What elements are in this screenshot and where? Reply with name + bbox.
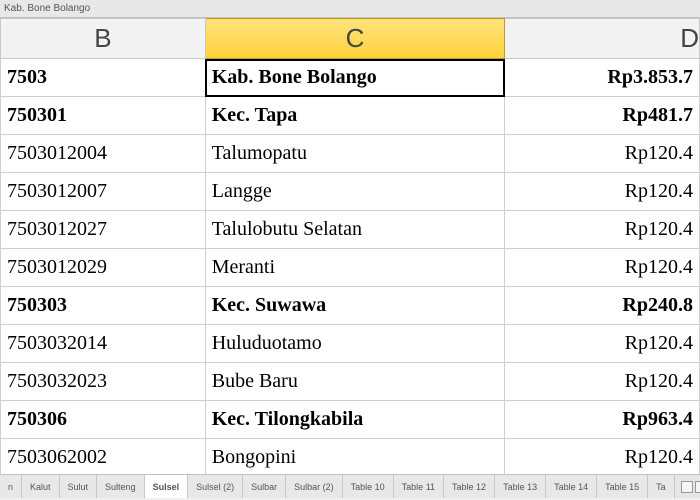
table-row: 7503032023Bube BaruRp120.4 <box>1 363 700 401</box>
cell[interactable]: Kec. Tapa <box>205 97 505 135</box>
cell[interactable]: 7503012004 <box>1 135 206 173</box>
sheet-tab[interactable]: Table 12 <box>444 475 495 498</box>
sheet-tab[interactable]: Kalut <box>22 475 60 498</box>
sheet-tabs-bar: nKalutSulutSultengSulselSulsel (2)Sulbar… <box>0 474 700 498</box>
formula-bar: Kab. Bone Bolango <box>0 0 700 18</box>
sheet-tab[interactable]: Sulbar (2) <box>286 475 343 498</box>
cell[interactable]: 7503032014 <box>1 325 206 363</box>
cell[interactable]: Meranti <box>205 249 505 287</box>
cell[interactable]: Rp481.7 <box>505 97 700 135</box>
cell[interactable]: Rp120.4 <box>505 211 700 249</box>
cell[interactable]: Bongopini <box>205 439 505 475</box>
sheet-tab[interactable]: n <box>0 475 22 498</box>
table-row: 7503012007LanggeRp120.4 <box>1 173 700 211</box>
sheet-tab[interactable]: Sulsel (2) <box>188 475 243 498</box>
cell[interactable]: 7503032023 <box>1 363 206 401</box>
cell[interactable]: Rp120.4 <box>505 363 700 401</box>
table-row: 750301Kec. TapaRp481.7 <box>1 97 700 135</box>
cell[interactable]: Rp120.4 <box>505 325 700 363</box>
data-table: BCD 7503Kab. Bone BolangoRp3.853.7750301… <box>0 18 700 474</box>
column-header-row: BCD <box>1 19 700 59</box>
table-body: 7503Kab. Bone BolangoRp3.853.7750301Kec.… <box>1 59 700 475</box>
cell[interactable]: Kab. Bone Bolango <box>205 59 505 97</box>
cell[interactable]: 7503062002 <box>1 439 206 475</box>
sheet-tab[interactable]: Sulbar <box>243 475 286 498</box>
cell[interactable]: Kec. Suwawa <box>205 287 505 325</box>
table-row: 7503012004TalumopatuRp120.4 <box>1 135 700 173</box>
cell[interactable]: Rp120.4 <box>505 135 700 173</box>
spreadsheet-area: BCD 7503Kab. Bone BolangoRp3.853.7750301… <box>0 18 700 474</box>
column-header-d[interactable]: D <box>505 19 700 59</box>
cell[interactable]: Rp3.853.7 <box>505 59 700 97</box>
cell[interactable]: Rp120.4 <box>505 439 700 475</box>
view-page-icon[interactable] <box>695 481 700 493</box>
cell[interactable]: Rp963.4 <box>505 401 700 439</box>
sheet-tab[interactable]: Table 11 <box>394 475 444 498</box>
cell[interactable]: Kec. Tilongkabila <box>205 401 505 439</box>
sheet-tab[interactable]: Sulsel <box>145 475 189 498</box>
cell[interactable]: 750306 <box>1 401 206 439</box>
table-row: 7503032014HuluduotamoRp120.4 <box>1 325 700 363</box>
sheet-tab[interactable]: Sulteng <box>97 475 145 498</box>
table-row: 7503012027Talulobutu SelatanRp120.4 <box>1 211 700 249</box>
sheet-tab[interactable]: Table 13 <box>495 475 546 498</box>
table-row: 750303Kec. SuwawaRp240.8 <box>1 287 700 325</box>
cell[interactable]: 750301 <box>1 97 206 135</box>
cell[interactable]: 7503012007 <box>1 173 206 211</box>
view-controls <box>675 475 700 498</box>
cell[interactable]: Rp120.4 <box>505 173 700 211</box>
column-header-b[interactable]: B <box>1 19 206 59</box>
table-row: 7503Kab. Bone BolangoRp3.853.7 <box>1 59 700 97</box>
view-normal-icon[interactable] <box>681 481 693 493</box>
sheet-tab[interactable]: Ta <box>648 475 675 498</box>
sheet-tab[interactable]: Table 10 <box>343 475 394 498</box>
cell[interactable]: Huluduotamo <box>205 325 505 363</box>
cell[interactable]: 7503012029 <box>1 249 206 287</box>
cell[interactable]: 7503 <box>1 59 206 97</box>
table-row: 7503062002BongopiniRp120.4 <box>1 439 700 475</box>
sheet-tab[interactable]: Table 14 <box>546 475 597 498</box>
cell[interactable]: Talulobutu Selatan <box>205 211 505 249</box>
column-header-c[interactable]: C <box>205 19 505 59</box>
sheet-tab[interactable]: Table 15 <box>597 475 648 498</box>
cell[interactable]: Langge <box>205 173 505 211</box>
cell[interactable]: Rp240.8 <box>505 287 700 325</box>
table-row: 7503012029MerantiRp120.4 <box>1 249 700 287</box>
formula-text: Kab. Bone Bolango <box>4 3 90 14</box>
table-row: 750306Kec. TilongkabilaRp963.4 <box>1 401 700 439</box>
cell[interactable]: 7503012027 <box>1 211 206 249</box>
cell[interactable]: Bube Baru <box>205 363 505 401</box>
sheet-tab[interactable]: Sulut <box>60 475 98 498</box>
cell[interactable]: Rp120.4 <box>505 249 700 287</box>
cell[interactable]: Talumopatu <box>205 135 505 173</box>
cell[interactable]: 750303 <box>1 287 206 325</box>
